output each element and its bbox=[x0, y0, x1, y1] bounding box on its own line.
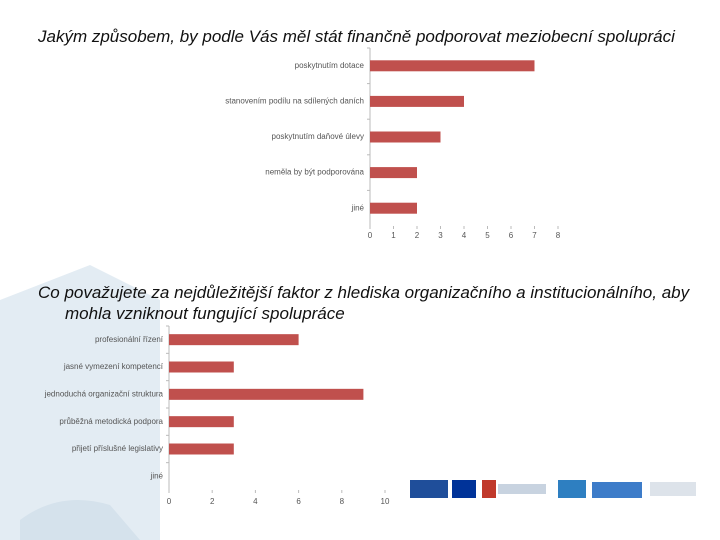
y-tick-label: průběžná metodická podpora bbox=[59, 417, 163, 426]
y-tick-label: poskytnutím daňové úlevy bbox=[272, 132, 365, 141]
x-tick-label: 1 bbox=[391, 231, 396, 240]
x-tick-label: 6 bbox=[296, 497, 301, 506]
x-tick-label: 10 bbox=[381, 497, 390, 506]
logos bbox=[410, 480, 696, 498]
x-tick-label: 0 bbox=[167, 497, 172, 506]
y-tick-label: jiné bbox=[150, 471, 164, 480]
bar bbox=[169, 443, 234, 455]
x-tick-label: 7 bbox=[532, 231, 537, 240]
x-tick-label: 6 bbox=[509, 231, 514, 240]
bar bbox=[370, 202, 417, 214]
bar bbox=[370, 131, 441, 143]
x-tick-label: 8 bbox=[340, 497, 345, 506]
bar bbox=[169, 361, 234, 373]
bar bbox=[370, 60, 535, 72]
bar bbox=[370, 95, 464, 107]
x-tick-label: 2 bbox=[415, 231, 420, 240]
decor bbox=[20, 500, 140, 540]
x-tick-label: 5 bbox=[485, 231, 490, 240]
y-tick-label: přijetí příslušné legislativy bbox=[72, 444, 163, 453]
x-tick-label: 4 bbox=[253, 497, 258, 506]
y-tick-label: jednoduchá organizační struktura bbox=[44, 389, 164, 398]
x-tick-label: 3 bbox=[438, 231, 443, 240]
x-tick-label: 2 bbox=[210, 497, 215, 506]
y-tick-label: stanovením podílu na sdílených daních bbox=[225, 97, 364, 106]
chart-title: Co považujete za nejdůležitější faktor z… bbox=[38, 283, 690, 323]
bar bbox=[370, 167, 417, 179]
x-tick-label: 8 bbox=[556, 231, 561, 240]
y-tick-label: jiné bbox=[351, 203, 365, 212]
chart-title: Jakým způsobem, by podle Vás měl stát fi… bbox=[38, 27, 675, 46]
x-tick-label: 4 bbox=[462, 231, 467, 240]
y-tick-label: jasné vymezení kompetencí bbox=[63, 362, 164, 371]
bar bbox=[169, 416, 234, 428]
y-tick-label: neměla by být podporována bbox=[265, 168, 364, 177]
bar bbox=[169, 334, 299, 346]
x-tick-label: 0 bbox=[368, 231, 373, 240]
bar bbox=[169, 388, 364, 400]
y-tick-label: poskytnutím dotace bbox=[295, 61, 365, 70]
decor bbox=[0, 265, 160, 540]
y-tick-label: profesionální řízení bbox=[95, 335, 164, 344]
